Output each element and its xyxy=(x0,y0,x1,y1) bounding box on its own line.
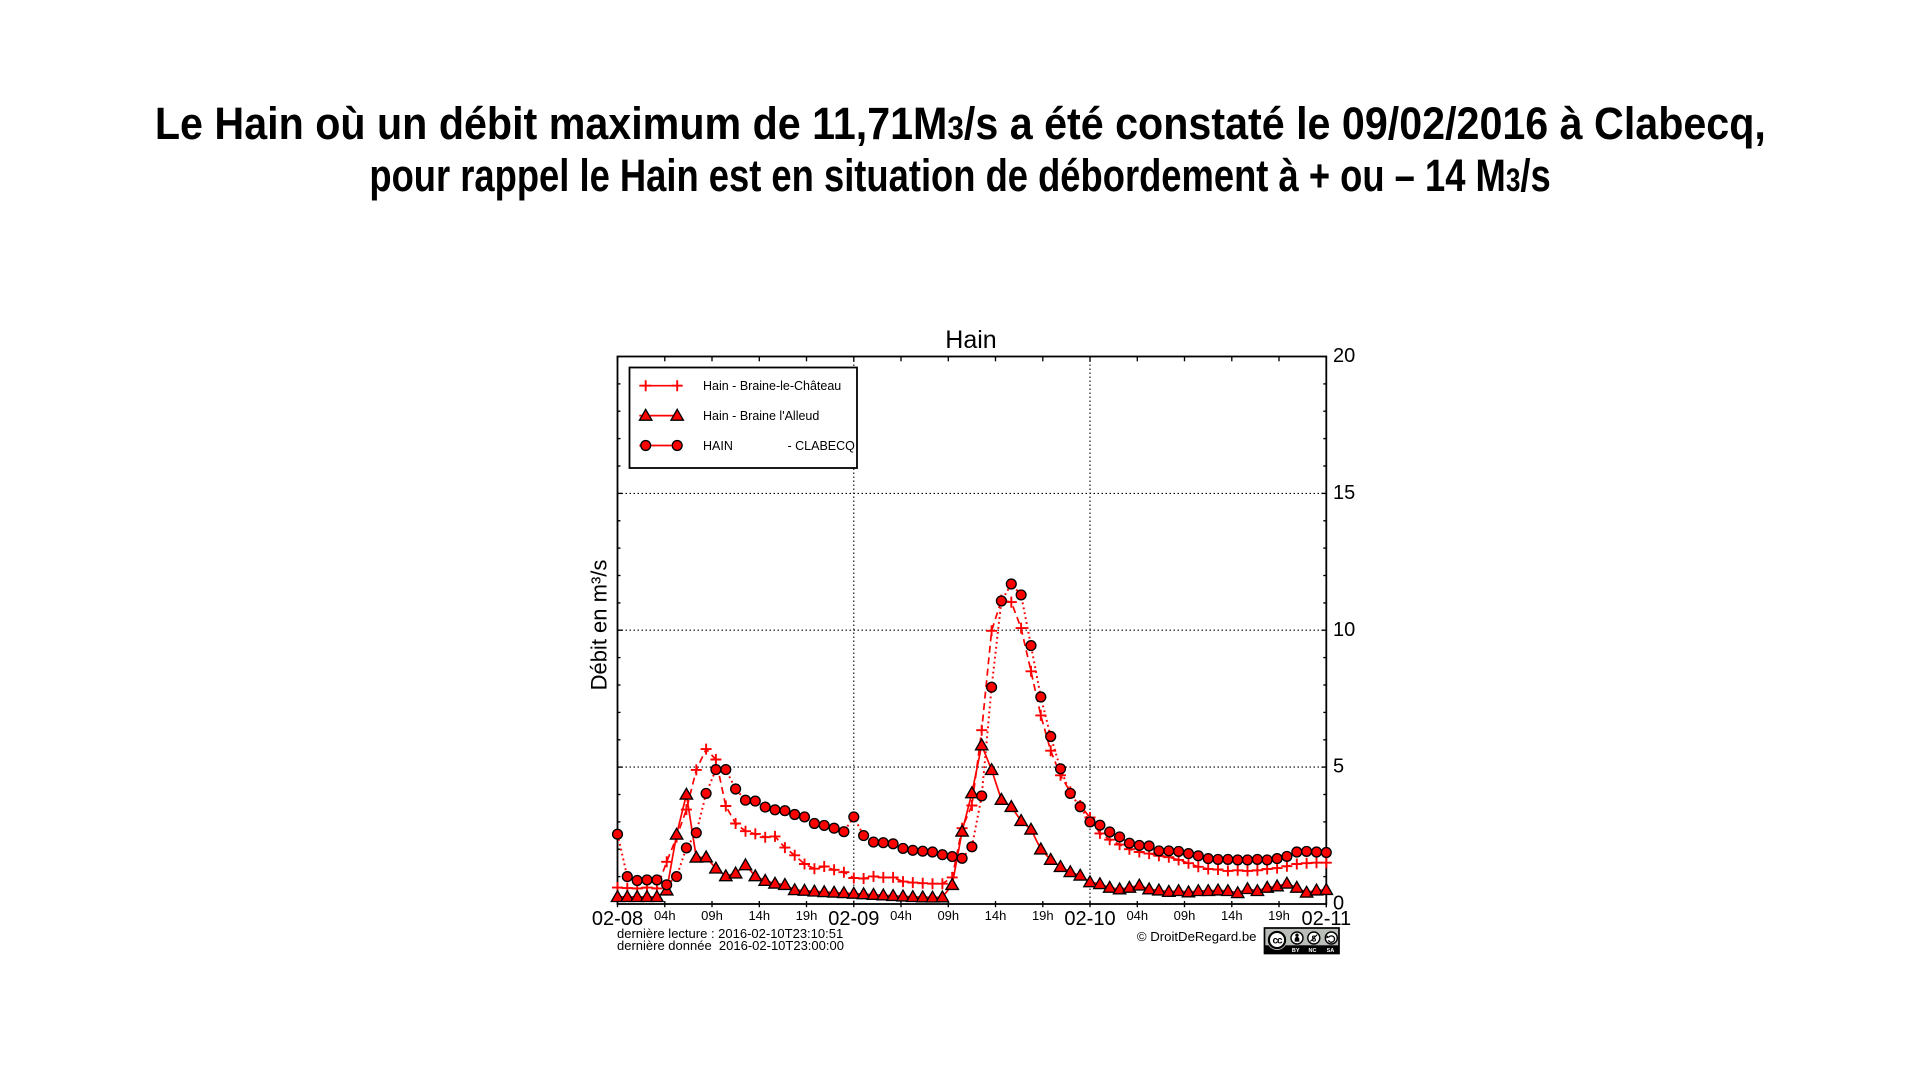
svg-text:10: 10 xyxy=(1333,619,1355,641)
svg-text:14h: 14h xyxy=(1221,908,1243,923)
svg-text:Hain - Braine l'Alleud: Hain - Braine l'Alleud xyxy=(703,409,819,423)
svg-text:04h: 04h xyxy=(890,908,912,923)
svg-text:14h: 14h xyxy=(985,908,1007,923)
svg-text:0: 0 xyxy=(1333,893,1344,915)
svg-text:15: 15 xyxy=(1333,482,1355,504)
svg-text:19h: 19h xyxy=(1032,908,1054,923)
svg-text:SA: SA xyxy=(1327,948,1335,954)
svg-text:Hain - Braine-le-Château: Hain - Braine-le-Château xyxy=(703,379,841,393)
svg-text:14h: 14h xyxy=(748,908,770,923)
svg-text:5: 5 xyxy=(1333,756,1344,778)
svg-text:02-10: 02-10 xyxy=(1064,908,1115,930)
svg-text:Débit en m³/s: Débit en m³/s xyxy=(587,560,612,691)
svg-text:$: $ xyxy=(1312,934,1317,943)
svg-text:09h: 09h xyxy=(701,908,723,923)
svg-text:02-09: 02-09 xyxy=(828,908,879,930)
svg-text:HAIN: HAIN xyxy=(703,439,733,453)
svg-text:20: 20 xyxy=(1333,345,1355,367)
svg-text:02-11: 02-11 xyxy=(1301,908,1351,930)
svg-text:09h: 09h xyxy=(937,908,959,923)
svg-text:19h: 19h xyxy=(1268,908,1290,923)
svg-text:NC: NC xyxy=(1309,948,1317,954)
svg-text:dernière donnée 2016-02-10T23: dernière donnée 2016-02-10T23:00:00 xyxy=(617,938,844,953)
svg-text:02-08: 02-08 xyxy=(592,908,643,930)
svg-text:04h: 04h xyxy=(1126,908,1148,923)
svg-text:© DroitDeRegard.be: © DroitDeRegard.be xyxy=(1137,929,1257,944)
svg-text:- CLABECQ: - CLABECQ xyxy=(788,439,856,453)
svg-text:09h: 09h xyxy=(1174,908,1196,923)
svg-text:BY: BY xyxy=(1292,948,1300,954)
svg-text:Hain: Hain xyxy=(945,326,996,354)
svg-text:04h: 04h xyxy=(654,908,676,923)
svg-text:cc: cc xyxy=(1272,936,1283,947)
svg-text:dernière lecture : 2016-02-10T: dernière lecture : 2016-02-10T23:10:51 xyxy=(617,926,843,941)
svg-text:19h: 19h xyxy=(796,908,818,923)
